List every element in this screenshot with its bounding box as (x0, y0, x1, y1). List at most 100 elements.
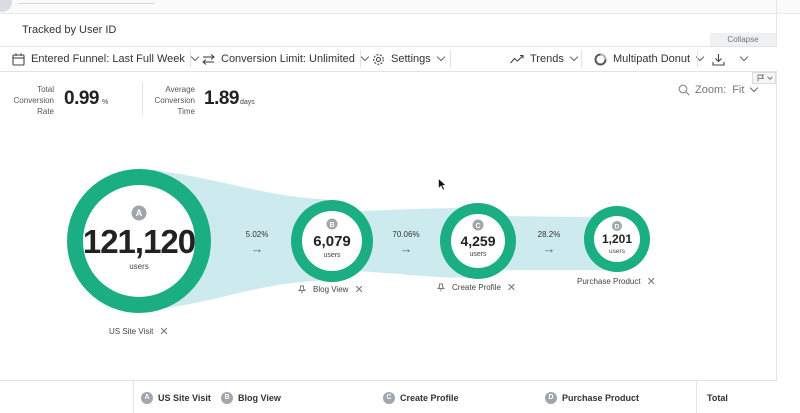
conversion-a-b: 5.02% → (237, 230, 277, 256)
step-letter-badge: C (383, 391, 395, 404)
toolbar-divider (450, 50, 451, 68)
step-letter: D (615, 224, 620, 231)
zoom-dropdown[interactable]: Zoom: Fit (678, 83, 759, 96)
step-label-a: US Site Visit ✕ (109, 325, 169, 338)
step-unit: users (129, 262, 149, 271)
toolbar-divider (697, 50, 698, 68)
entered-funnel-label: Entered Funnel: Last Full Week (31, 53, 185, 65)
step-name: Create Profile (452, 283, 501, 292)
step-table-header: A US Site Visit B Blog View C Create Pro… (0, 380, 777, 413)
zoom-label: Zoom: (695, 84, 727, 96)
toolbar: Entered Funnel: Last Full Week Conversio… (0, 46, 777, 72)
total-conversion-rate-unit: % (102, 99, 109, 106)
toolbar-divider (360, 50, 361, 68)
column-header-label: Purchase Product (562, 392, 640, 403)
chevron-down-icon (436, 52, 445, 62)
step-unit: users (609, 248, 626, 255)
conversion-b-c: 70.06% → (386, 230, 426, 256)
trends-label: Trends (530, 53, 564, 65)
metric-divider (142, 82, 143, 116)
step-count: 6,079 (313, 233, 351, 250)
settings-label: Settings (391, 53, 431, 65)
step-letter: C (475, 223, 480, 230)
step-letter-badge (472, 219, 484, 231)
arrow-right-icon: → (542, 241, 556, 256)
column-header-b[interactable]: B Blog View (221, 381, 281, 413)
column-header-label: US Site Visit (158, 392, 211, 403)
download-dropdown[interactable] (712, 47, 749, 71)
trend-line-icon (510, 54, 524, 64)
entered-funnel-dropdown[interactable]: Entered Funnel: Last Full Week (12, 47, 200, 71)
remove-step-button[interactable]: ✕ (354, 283, 364, 296)
tracked-by-label: Tracked by User ID (22, 24, 117, 36)
view-mode-label: Multipath Donut (613, 53, 691, 65)
flag-icon (757, 74, 764, 82)
chevron-down-icon (190, 52, 200, 62)
column-header-label: Create Profile (400, 392, 459, 403)
step-label-b: Blog View ✕ (298, 283, 364, 296)
funnel-step-c[interactable]: C 4,259 users (440, 203, 516, 279)
step-count: 4,259 (460, 233, 495, 249)
step-unit: users (323, 252, 341, 259)
funnel-visualization: A 121,120 users B 6,079 users C 4,259 us… (67, 168, 650, 313)
remove-step-button[interactable]: ✕ (506, 281, 517, 294)
conversion-limit-dropdown[interactable]: Conversion Limit: Unlimited (202, 47, 370, 71)
step-letter: A (136, 208, 143, 218)
conversion-rate: 5.02% (245, 230, 269, 239)
step-letter-badge: A (141, 391, 153, 404)
view-mode-dropdown[interactable]: Multipath Donut (594, 47, 705, 71)
chevron-down-icon (766, 74, 773, 80)
conversion-rate: 28.2% (537, 230, 561, 239)
arrow-right-icon: → (399, 241, 413, 256)
step-letter: B (329, 222, 334, 229)
step-name: Blog View (313, 285, 349, 294)
toolbar-divider (581, 50, 582, 68)
step-label-c: Create Profile ✕ (437, 281, 517, 294)
conversion-c-d: 28.2% → (529, 230, 569, 256)
magnifier-icon (678, 84, 690, 96)
chevron-down-icon (739, 52, 749, 62)
column-header-a[interactable]: A US Site Visit (141, 381, 211, 413)
remove-step-button[interactable]: ✕ (646, 275, 656, 288)
average-conversion-time-value: 1.89 (204, 88, 239, 109)
mouse-cursor-icon (438, 178, 447, 191)
step-letter-badge (131, 205, 147, 221)
pin-icon[interactable] (437, 283, 445, 292)
settings-dropdown[interactable]: Settings (372, 47, 445, 71)
conversion-limit-label: Conversion Limit: Unlimited (221, 53, 355, 65)
top-strip (0, 0, 800, 14)
trends-dropdown[interactable]: Trends (510, 47, 579, 71)
step-count: 121,120 (83, 223, 195, 260)
step-letter-badge (326, 218, 338, 230)
arrow-right-icon: → (250, 241, 264, 256)
average-conversion-time-label: Average Conversion Time (154, 85, 195, 116)
column-header-d[interactable]: D Purchase Product (545, 381, 639, 413)
donut-icon (594, 53, 607, 66)
funnel-step-a[interactable]: A 121,120 users (67, 169, 211, 313)
toolbar-divider (190, 50, 191, 68)
panel-edge (776, 0, 777, 413)
tab-indicator (18, 0, 154, 4)
funnel-step-d[interactable]: D 1,201 users (584, 206, 650, 272)
chevron-down-icon (569, 52, 579, 62)
collapse-button[interactable]: Collapse (710, 33, 776, 46)
avatar[interactable] (0, 0, 12, 12)
column-header-total[interactable]: Total (707, 392, 728, 403)
remove-step-button[interactable]: ✕ (159, 325, 169, 338)
column-divider (696, 381, 697, 413)
calendar-icon (12, 53, 25, 66)
swap-arrows-icon (202, 53, 215, 65)
chevron-down-icon (750, 83, 759, 93)
flag-dropdown[interactable] (752, 72, 776, 84)
funnel-step-b[interactable]: B 6,079 users (291, 200, 373, 282)
step-name: US Site Visit (109, 327, 154, 336)
total-conversion-rate-label: Total Conversion Rate (13, 85, 54, 116)
pin-icon[interactable] (298, 285, 306, 294)
step-name: Purchase Product (577, 277, 641, 286)
step-count: 1,201 (602, 232, 632, 246)
total-conversion-rate-value: 0.99 (64, 88, 99, 109)
gear-icon (372, 53, 385, 66)
step-letter-badge: B (221, 391, 233, 404)
column-divider (133, 381, 134, 413)
column-header-c[interactable]: C Create Profile (383, 381, 459, 413)
